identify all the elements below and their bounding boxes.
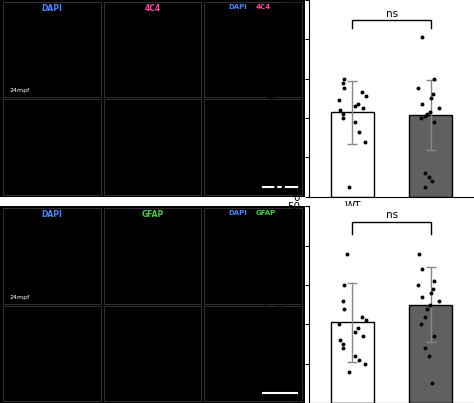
- Point: [361, 360, 369, 367]
- Point: [425, 174, 433, 180]
- Bar: [204, 306, 301, 401]
- Y-axis label: GFAP area (%)
(normalised to total BF area): GFAP area (%) (normalised to total BF ar…: [263, 235, 284, 375]
- Point: [430, 333, 438, 339]
- Y-axis label: no. of 4C4⁺ cells per section: no. of 4C4⁺ cells per section: [268, 29, 278, 167]
- Point: [359, 333, 366, 339]
- Point: [355, 101, 362, 108]
- Bar: [3, 208, 100, 304]
- Bar: [104, 208, 201, 304]
- Point: [343, 250, 351, 257]
- Point: [417, 115, 425, 121]
- Point: [345, 368, 353, 375]
- Text: DAPI: DAPI: [228, 210, 247, 216]
- Bar: [204, 2, 301, 97]
- Bar: [3, 2, 100, 97]
- Point: [428, 380, 435, 386]
- Bar: [104, 2, 201, 97]
- Text: 24mpf: 24mpf: [9, 88, 29, 93]
- Text: GFAP: GFAP: [141, 210, 164, 219]
- Bar: [331, 112, 374, 197]
- Point: [423, 111, 431, 117]
- Point: [351, 353, 359, 359]
- Bar: [104, 99, 201, 195]
- Point: [335, 321, 343, 328]
- Point: [425, 353, 433, 359]
- Point: [355, 357, 363, 363]
- Point: [340, 79, 347, 86]
- Point: [362, 93, 370, 100]
- Point: [414, 282, 422, 288]
- Point: [430, 278, 438, 285]
- Point: [415, 250, 422, 257]
- Point: [352, 329, 359, 335]
- Point: [421, 170, 429, 176]
- Text: 24mpf: 24mpf: [9, 295, 29, 300]
- Bar: [104, 306, 201, 401]
- Point: [418, 34, 425, 41]
- Point: [339, 341, 346, 347]
- Text: DAPI: DAPI: [41, 210, 62, 219]
- Bar: [3, 99, 100, 195]
- Point: [340, 282, 347, 288]
- Text: 4C4: 4C4: [144, 4, 160, 13]
- Point: [421, 183, 429, 190]
- Point: [421, 313, 429, 320]
- Text: $c9orf72^{-/-}$: $c9orf72^{-/-}$: [446, 216, 474, 230]
- Text: DAPI: DAPI: [41, 4, 62, 13]
- Point: [359, 105, 366, 111]
- Point: [339, 345, 346, 351]
- Point: [339, 111, 346, 117]
- Point: [419, 101, 426, 108]
- Text: GFAP: GFAP: [256, 210, 276, 216]
- Bar: [410, 115, 453, 197]
- Point: [361, 138, 369, 145]
- Point: [414, 85, 422, 92]
- Bar: [331, 322, 374, 403]
- Bar: [204, 99, 301, 195]
- Point: [428, 178, 435, 184]
- Point: [340, 297, 347, 304]
- Point: [435, 105, 443, 111]
- Point: [336, 107, 344, 113]
- Bar: [410, 305, 453, 403]
- Point: [358, 89, 365, 96]
- Point: [351, 118, 359, 125]
- Point: [428, 95, 435, 102]
- Point: [418, 266, 425, 272]
- Point: [335, 97, 343, 104]
- Point: [340, 85, 348, 92]
- Text: ns: ns: [386, 9, 398, 19]
- Point: [339, 115, 346, 121]
- Point: [362, 317, 370, 324]
- Point: [430, 75, 438, 82]
- Point: [430, 286, 438, 292]
- Point: [421, 345, 429, 351]
- Point: [340, 305, 348, 312]
- Bar: [204, 208, 301, 304]
- Point: [340, 75, 347, 82]
- Point: [352, 103, 359, 109]
- Point: [358, 313, 365, 320]
- Point: [417, 321, 425, 328]
- Point: [336, 337, 344, 343]
- Point: [355, 325, 362, 332]
- Point: [345, 183, 353, 190]
- Text: D: D: [273, 180, 286, 195]
- Point: [423, 305, 431, 312]
- Point: [430, 118, 438, 125]
- Bar: [3, 306, 100, 401]
- Point: [435, 297, 443, 304]
- Text: 4C4: 4C4: [256, 4, 271, 10]
- Point: [426, 109, 433, 115]
- Text: DAPI: DAPI: [228, 4, 247, 10]
- Point: [426, 301, 433, 308]
- Point: [419, 294, 426, 300]
- Point: [428, 290, 435, 296]
- Text: ns: ns: [386, 210, 398, 220]
- Point: [355, 129, 363, 135]
- Point: [421, 113, 429, 119]
- Point: [430, 91, 438, 98]
